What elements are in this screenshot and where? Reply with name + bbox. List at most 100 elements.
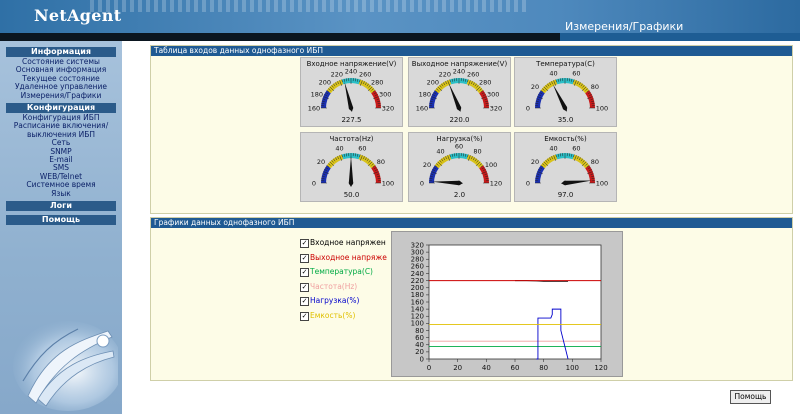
gauge-tick xyxy=(588,94,592,96)
y-tick-label: 0 xyxy=(420,355,424,363)
gauge-tick xyxy=(481,96,487,100)
gauge-tick xyxy=(590,98,594,100)
gauge-tick xyxy=(586,90,590,93)
decorative-art xyxy=(13,321,118,411)
gauge-tick xyxy=(431,96,437,100)
gauge-band xyxy=(358,154,376,169)
gauge-tick xyxy=(588,169,592,171)
gauge-tick xyxy=(547,83,550,87)
gauge-band xyxy=(326,79,344,94)
header-pattern xyxy=(90,0,530,12)
gauge-tick xyxy=(376,98,380,100)
sidebar-item-basic-info[interactable]: Основная информация xyxy=(15,65,107,75)
gauge-tick xyxy=(471,156,473,160)
gauge-tick-label: 80 xyxy=(377,158,385,166)
gauge-tick xyxy=(331,85,334,88)
gauge-tick xyxy=(323,171,329,175)
gauge: 160 180 200 220 240 260 280 300 320 Выходное напр… xyxy=(408,57,511,127)
gauge-tick xyxy=(326,90,330,93)
gauge: 160 180 200 220 240 260 280 300 320 Входное напря… xyxy=(300,57,403,127)
gauge-tick xyxy=(484,173,488,175)
gauge-tick-label: 0 xyxy=(526,180,530,188)
gauge-tick xyxy=(538,94,542,96)
gauge-tick xyxy=(467,155,471,161)
gauge-tick xyxy=(591,100,595,102)
legend-checkbox[interactable]: ✓ xyxy=(300,297,309,306)
gauge-band xyxy=(434,79,452,94)
gauge-tick xyxy=(337,81,339,85)
gauge-tick xyxy=(433,92,437,95)
gauge-tick xyxy=(581,161,587,167)
sidebar-item-system-status[interactable]: Состояние системы xyxy=(22,57,100,66)
legend-item[interactable]: ✓ Частота(Hz) xyxy=(300,282,390,294)
gauge-tick xyxy=(439,85,442,88)
gauge-tick-label: 240 xyxy=(453,68,465,76)
y-tick-label: 280 xyxy=(411,256,424,264)
gauge-band xyxy=(535,90,545,108)
sidebar-item-schedule[interactable]: Расписание включения/ xyxy=(13,121,109,131)
sidebar-item-system-time[interactable]: Системное время xyxy=(26,180,96,190)
legend-item[interactable]: ✓ Емкость(%) xyxy=(300,311,390,323)
x-tick-label: 100 xyxy=(566,364,579,372)
legend-item[interactable]: ✓ Нагрузка(%) xyxy=(300,296,390,308)
sidebar-group-logs[interactable]: Логи xyxy=(6,201,116,212)
sidebar-item-snmp[interactable]: SNMP xyxy=(50,146,72,156)
gauge-tick xyxy=(587,92,591,95)
gauge-tick xyxy=(582,160,585,163)
x-tick-label: 40 xyxy=(482,364,491,372)
gauge-dial: 0 20 40 60 80 100 xyxy=(312,144,394,187)
sidebar-item-web-telnet[interactable]: WEB/Telnet xyxy=(39,171,83,181)
gauge-needle xyxy=(348,156,354,187)
help-button[interactable]: Помощь xyxy=(730,390,771,404)
gauge-tick xyxy=(434,90,438,93)
sidebar-item-measurements[interactable]: Измерения/Графики xyxy=(20,90,102,100)
sidebar-item-language[interactable]: Язык xyxy=(51,188,71,198)
legend-label: Температура(С) xyxy=(310,267,373,276)
gauge-tick xyxy=(542,88,545,91)
gauge-tick xyxy=(359,79,361,83)
gauge-tick xyxy=(357,153,359,157)
legend-checkbox[interactable]: ✓ xyxy=(300,311,309,321)
gauge-tick xyxy=(371,163,374,166)
gauge-tick xyxy=(577,156,579,160)
gauge-tick xyxy=(471,81,473,85)
y-tick-label: 200 xyxy=(411,284,424,292)
gauge-title: Температура(C) xyxy=(536,60,595,68)
sidebar-group-help[interactable]: Помощь xyxy=(6,215,116,226)
gauge-dial: 0 20 40 60 80 100 120 xyxy=(420,143,502,188)
sidebar-item-sms[interactable]: SMS xyxy=(53,163,69,173)
gauge-tick xyxy=(581,86,587,92)
gauge-tick-label: 100 xyxy=(485,161,497,169)
gauge-tick xyxy=(322,98,326,100)
gauge-needle xyxy=(552,83,567,112)
sidebar-item-network[interactable]: Сеть xyxy=(51,138,71,148)
sidebar-item-email[interactable]: E-mail xyxy=(49,155,73,165)
legend-item[interactable]: ✓ Выходное напряже xyxy=(300,253,390,265)
gauge-tick xyxy=(545,160,548,163)
gauge-hub xyxy=(456,180,462,186)
sidebar-group-config[interactable]: Конфигурация xyxy=(6,103,116,114)
legend-checkbox[interactable]: ✓ xyxy=(300,239,309,248)
gauge-tick xyxy=(372,90,376,93)
gauge-tick xyxy=(343,78,345,82)
legend-item[interactable]: ✓ Входное напряжен xyxy=(300,238,390,250)
sidebar-item-remote-control[interactable]: Удаленное управление xyxy=(14,82,108,92)
legend-item[interactable]: ✓ Температура(С) xyxy=(300,267,390,279)
sidebar-group-info[interactable]: Информация xyxy=(6,47,116,57)
legend-checkbox[interactable]: ✓ xyxy=(300,268,309,277)
gauge-tick xyxy=(481,167,485,170)
gauge-tick xyxy=(374,169,378,171)
gauge-needle xyxy=(432,180,463,186)
sidebar-item-ups-config[interactable]: Конфигурация ИБП xyxy=(22,113,100,123)
legend-checkbox[interactable]: ✓ xyxy=(300,253,309,263)
sidebar-item-current-status[interactable]: Текущее состояние xyxy=(22,73,100,83)
gauge-tick xyxy=(437,86,443,92)
gauge-tick xyxy=(373,96,379,100)
legend-checkbox[interactable]: ✓ xyxy=(300,282,309,292)
gauge-title: Входное напряжение(V) xyxy=(306,60,397,68)
gauge-tick xyxy=(545,85,548,88)
gauge-tick xyxy=(339,80,343,86)
gauge-band xyxy=(540,154,558,169)
sidebar-item-schedule-2[interactable]: выключения ИБП xyxy=(26,129,96,139)
gauge-tick xyxy=(322,173,326,175)
